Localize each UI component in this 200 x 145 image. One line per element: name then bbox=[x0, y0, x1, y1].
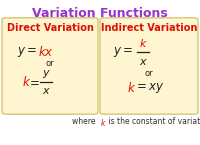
Text: $= \it{xy}$: $= \it{xy}$ bbox=[134, 81, 164, 95]
Text: where: where bbox=[72, 117, 100, 126]
Text: $y = $: $y = $ bbox=[17, 45, 37, 59]
Text: Indirect Variation: Indirect Variation bbox=[101, 23, 197, 33]
Text: $y = $: $y = $ bbox=[113, 45, 133, 59]
FancyBboxPatch shape bbox=[2, 18, 98, 114]
Text: $\it{k}$: $\it{k}$ bbox=[100, 116, 107, 127]
Text: or: or bbox=[46, 59, 54, 68]
Text: $\it{k}$: $\it{k}$ bbox=[127, 81, 137, 95]
FancyBboxPatch shape bbox=[100, 18, 198, 114]
Text: $\it{k}x$: $\it{k}x$ bbox=[38, 45, 54, 59]
Text: $\it{k}$: $\it{k}$ bbox=[139, 37, 147, 49]
Text: is the constant of variation: is the constant of variation bbox=[106, 117, 200, 126]
Text: Direct Variation: Direct Variation bbox=[7, 23, 93, 33]
Text: $\it{x}$: $\it{x}$ bbox=[139, 57, 147, 67]
Text: $=$: $=$ bbox=[27, 76, 39, 88]
Text: Variation Functions: Variation Functions bbox=[32, 7, 168, 20]
Text: $\it{y}$: $\it{y}$ bbox=[42, 68, 50, 80]
Text: $\it{x}$: $\it{x}$ bbox=[42, 86, 50, 96]
Text: or: or bbox=[145, 69, 153, 78]
Text: $\it{k}$: $\it{k}$ bbox=[22, 75, 32, 89]
